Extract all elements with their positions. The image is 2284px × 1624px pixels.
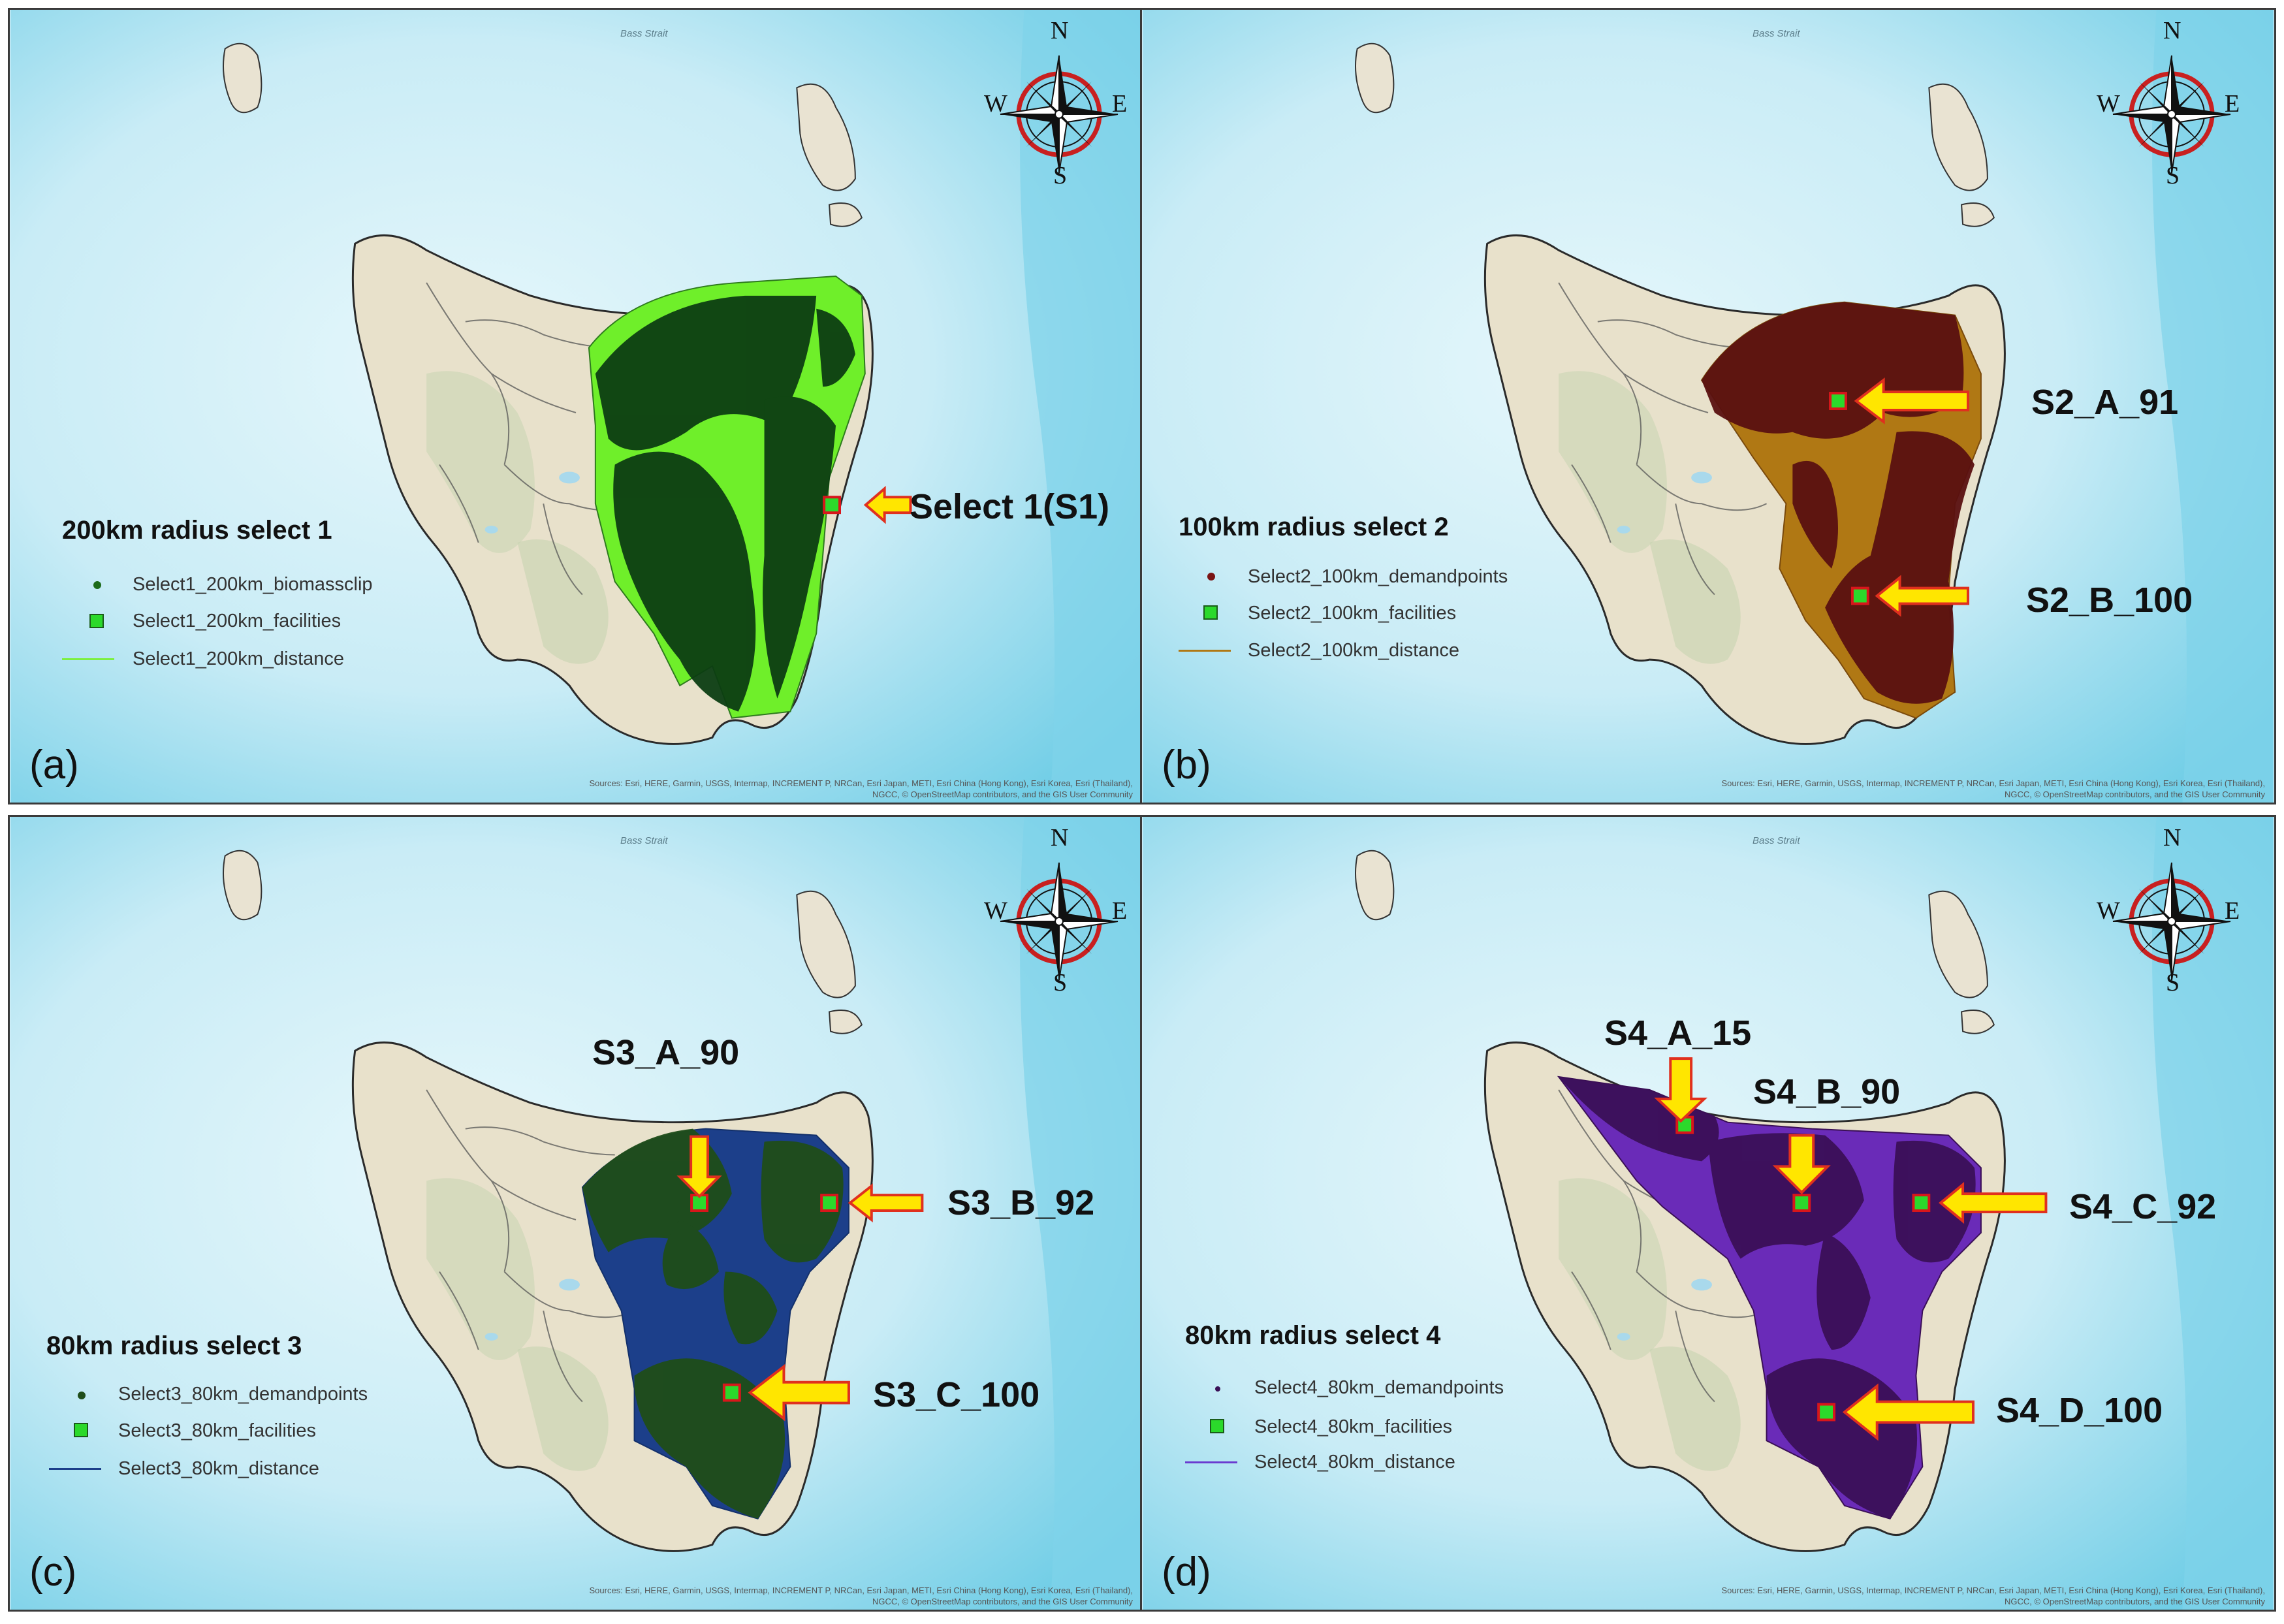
- legend-item-points: Select2_100km_demandpoints: [1248, 566, 1508, 587]
- site-arrow: [1842, 1383, 1975, 1441]
- site-arrow: [863, 486, 912, 524]
- legend-line-symbol: [1185, 1461, 1237, 1463]
- legend-line-symbol: [49, 1468, 101, 1470]
- compass-e: E: [2225, 897, 2240, 925]
- compass-s: S: [1053, 162, 1068, 189]
- sea-label: Bass Strait: [1753, 28, 1800, 39]
- compass-n: N: [2163, 17, 2181, 44]
- site-label: S4_C_92: [2069, 1187, 2217, 1226]
- map-panel-a: Bass Strait N S W E 200km radius select …: [8, 8, 1144, 804]
- facility-marker: [1912, 1194, 1931, 1213]
- site-arrow: [1875, 575, 1970, 617]
- compass-s: S: [1053, 969, 1068, 996]
- legend-facility-symbol: [1203, 605, 1218, 620]
- compass-n: N: [1051, 824, 1069, 852]
- site-label: S4_D_100: [1996, 1391, 2163, 1430]
- site-label: Select 1(S1): [910, 487, 1110, 526]
- legend-point-symbol: [78, 1392, 86, 1399]
- legend-title: 80km radius select 3: [46, 1331, 302, 1360]
- map-canvas: [1142, 817, 2274, 1610]
- legend-line-symbol: [62, 658, 114, 660]
- compass-n: N: [1051, 17, 1069, 44]
- site-arrow: [1939, 1181, 2048, 1224]
- facility-marker: [1850, 586, 1869, 605]
- sea-label: Bass Strait: [1753, 835, 1800, 846]
- legend-facility-symbol: [1210, 1419, 1224, 1433]
- biomass-points: [595, 295, 855, 712]
- legend-title: 80km radius select 4: [1185, 1321, 1441, 1350]
- site-arrow: [1854, 377, 1970, 424]
- legend-point-symbol: [93, 581, 101, 589]
- legend-item-points: Select1_200km_biomassclip: [133, 574, 373, 595]
- facility-marker: [1829, 392, 1847, 410]
- legend-point-symbol: [1207, 573, 1215, 581]
- legend-item-distance: Select2_100km_distance: [1248, 640, 1460, 661]
- legend-item-distance: Select3_80km_distance: [118, 1458, 319, 1479]
- site-arrow: [1772, 1134, 1831, 1194]
- site-label: S2_A_91: [2031, 383, 2179, 422]
- legend-line-symbol: [1179, 650, 1231, 652]
- legend-item-distance: Select4_80km_distance: [1254, 1452, 1455, 1473]
- site-label: S4_B_90: [1753, 1072, 1901, 1111]
- north-arrow-compass: N S W E: [984, 823, 1134, 1000]
- panel-letter: (b): [1162, 742, 1211, 788]
- legend-item-facilities: Select1_200km_facilities: [133, 611, 341, 631]
- legend-facility-symbol: [74, 1423, 88, 1437]
- legend-point-symbol: [1215, 1386, 1220, 1392]
- compass-e: E: [2225, 90, 2240, 118]
- demand-points: [1559, 1077, 1976, 1519]
- site-arrow: [748, 1363, 850, 1422]
- map-attribution: Sources: Esri, HERE, Garmin, USGS, Inter…: [1721, 778, 2265, 799]
- north-arrow-compass: N S W E: [984, 16, 1134, 193]
- compass-w: W: [984, 90, 1007, 118]
- sea-label: Bass Strait: [620, 835, 668, 846]
- legend-title: 200km radius select 1: [62, 516, 332, 545]
- compass-w: W: [2097, 897, 2120, 925]
- site-label: S3_B_92: [947, 1183, 1095, 1222]
- legend-item-facilities: Select3_80km_facilities: [118, 1420, 317, 1441]
- map-attribution: Sources: Esri, HERE, Garmin, USGS, Inter…: [1721, 1585, 2265, 1606]
- panel-letter: (c): [29, 1550, 77, 1595]
- compass-n: N: [2163, 824, 2181, 852]
- legend-title: 100km radius select 2: [1179, 513, 1449, 541]
- legend-item-facilities: Select4_80km_facilities: [1254, 1416, 1453, 1437]
- site-label: S3_C_100: [873, 1375, 1040, 1414]
- site-arrow: [1654, 1057, 1708, 1123]
- north-arrow-compass: N S W E: [2097, 823, 2247, 1000]
- facility-marker: [722, 1383, 741, 1402]
- panel-letter: (a): [29, 742, 79, 788]
- compass-s: S: [2166, 969, 2180, 996]
- site-label: S4_A_15: [1604, 1013, 1752, 1053]
- facility-marker: [1792, 1194, 1811, 1213]
- map-panel-d: Bass Strait N S W E 80km radius select 4…: [1140, 815, 2276, 1612]
- legend-item-points: Select4_80km_demandpoints: [1254, 1377, 1504, 1398]
- sea-label: Bass Strait: [620, 28, 668, 39]
- map-canvas: [1142, 10, 2274, 803]
- site-arrow: [848, 1183, 924, 1223]
- compass-w: W: [2097, 90, 2120, 118]
- facility-marker: [820, 1194, 839, 1213]
- map-attribution: Sources: Esri, HERE, Garmin, USGS, Inter…: [589, 1585, 1133, 1606]
- legend-item-distance: Select1_200km_distance: [133, 648, 345, 669]
- legend-item-points: Select3_80km_demandpoints: [118, 1384, 368, 1405]
- facility-marker: [1817, 1403, 1836, 1422]
- compass-e: E: [1112, 897, 1128, 925]
- site-label: S2_B_100: [2026, 581, 2193, 620]
- legend-item-facilities: Select2_100km_facilities: [1248, 603, 1457, 624]
- map-attribution: Sources: Esri, HERE, Garmin, USGS, Inter…: [589, 778, 1133, 799]
- compass-e: E: [1112, 90, 1128, 118]
- map-panel-b: Bass Strait N S W E 100km radius select …: [1140, 8, 2276, 804]
- site-label: S3_A_90: [592, 1033, 740, 1072]
- compass-w: W: [984, 897, 1007, 925]
- facility-marker: [823, 496, 841, 515]
- site-arrow: [676, 1135, 722, 1198]
- map-panel-c: Bass Strait N S W E 80km radius select 3…: [8, 815, 1144, 1612]
- north-arrow-compass: N S W E: [2097, 16, 2247, 193]
- legend-facility-symbol: [89, 614, 104, 628]
- panel-letter: (d): [1162, 1550, 1211, 1595]
- map-canvas: [10, 10, 1142, 803]
- compass-s: S: [2166, 162, 2180, 189]
- map-canvas: [10, 817, 1142, 1610]
